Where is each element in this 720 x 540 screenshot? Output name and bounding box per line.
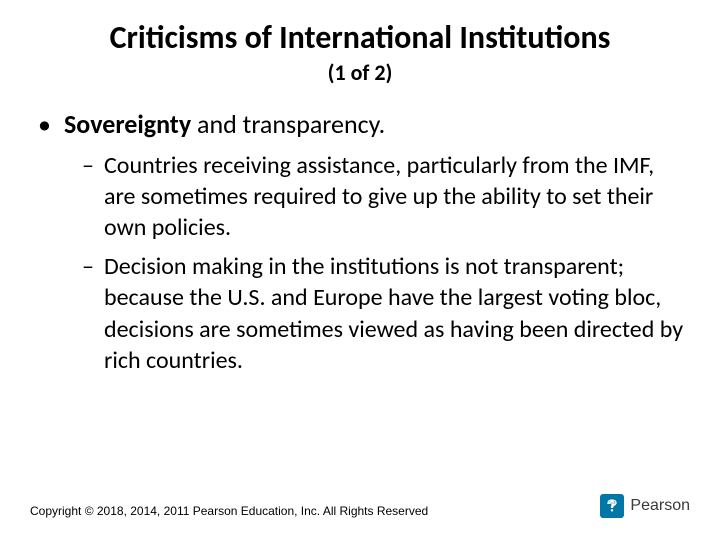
bullet-level-1: • Sovereignty and transparency. — [38, 108, 690, 142]
slide-title: Criticisms of International Institutions — [30, 20, 690, 57]
dash-icon: – — [82, 150, 104, 244]
bullet-level-2: – Decision making in the institutions is… — [82, 251, 690, 376]
brand-logo: Pearson — [600, 494, 690, 518]
bullet-1-bold: Sovereignty — [64, 108, 191, 140]
brand-name: Pearson — [630, 497, 690, 515]
bullet-1-rest: and transparency. — [191, 108, 385, 140]
interrobang-icon — [604, 498, 620, 514]
bullet-level-2: – Countries receiving assistance, partic… — [82, 150, 690, 244]
brand-mark-icon — [600, 494, 624, 518]
slide-body: • Sovereignty and transparency. – Countr… — [30, 108, 690, 376]
slide: Criticisms of International Institutions… — [0, 0, 720, 540]
slide-subtitle: (1 of 2) — [30, 59, 690, 86]
slide-footer: Copyright © 2018, 2014, 2011 Pearson Edu… — [30, 494, 690, 518]
copyright-text: Copyright © 2018, 2014, 2011 Pearson Edu… — [30, 504, 428, 518]
dash-icon: – — [82, 251, 104, 376]
subbullet-2-text: Decision making in the institutions is n… — [104, 251, 690, 376]
bullet-dot-icon: • — [38, 108, 64, 142]
bullet-1-text: Sovereignty and transparency. — [64, 108, 385, 142]
subbullet-1-text: Countries receiving assistance, particul… — [104, 150, 690, 244]
